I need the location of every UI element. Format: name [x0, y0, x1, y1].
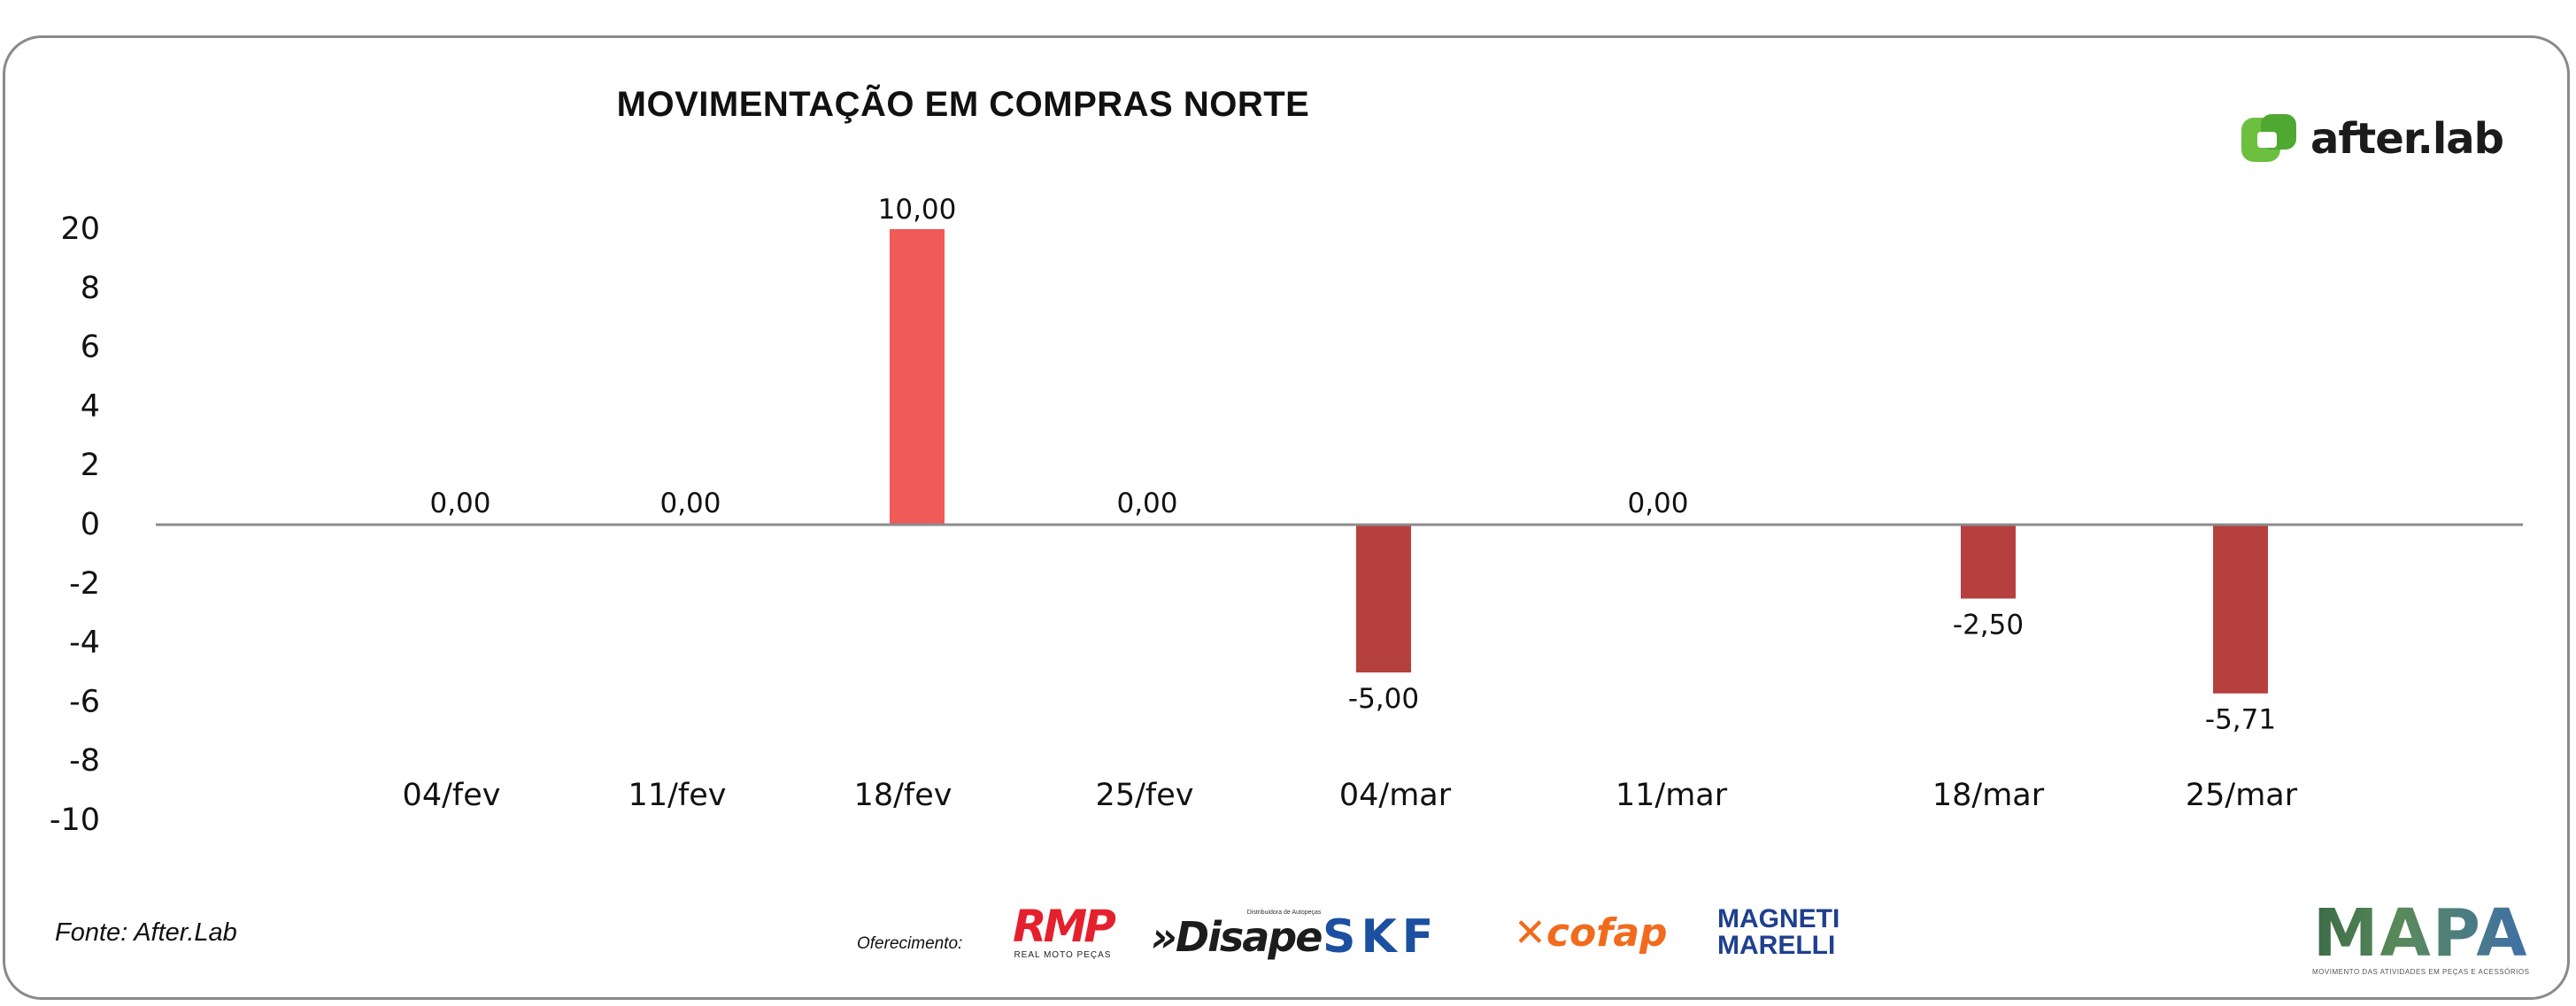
mapa-logo: MAPA MOVIMENTO DAS ATIVIDADES EM PEÇAS E…: [2312, 901, 2529, 976]
data-label: 0,00: [659, 488, 721, 519]
skf-logo-text: SKF: [1323, 910, 1439, 964]
sponsor-label: Oferecimento:: [857, 934, 963, 953]
bar-18-fev: [890, 229, 945, 525]
cofap-logo: ✕cofap: [1514, 911, 1668, 956]
y-tick-label: 6: [81, 330, 100, 365]
y-tick-label: 2: [81, 448, 100, 483]
disape-logo: Distribuidora de Autopeças »Disape: [1151, 910, 1323, 961]
data-label: 0,00: [1116, 488, 1177, 519]
mapa-tagline: MOVIMENTO DAS ATIVIDADES EM PEÇAS E ACES…: [2312, 968, 2530, 976]
skf-logo: SKF: [1323, 910, 1439, 964]
bar-18-mar: [1961, 525, 2016, 599]
cofap-name: cofap: [1546, 910, 1668, 956]
data-label: -2,50: [1953, 610, 2024, 641]
y-tick-label: 4: [81, 388, 100, 424]
y-tick-label: -8: [69, 743, 100, 779]
x-tick-label: 18/mar: [1932, 778, 2045, 813]
mapa-logo-text: MAPA: [2312, 895, 2529, 971]
disape-logo-text: »Disape: [1151, 913, 1323, 961]
rmp-logo-text: RMP: [1013, 901, 1116, 952]
x-tick-label: 04/mar: [1339, 778, 1452, 813]
afterlab-logo: after.lab: [2240, 108, 2504, 170]
data-label: 0,00: [429, 488, 490, 519]
y-tick-label: -2: [69, 566, 100, 602]
x-tick-label: 11/mar: [1616, 778, 1728, 813]
rmp-logo: RMP REAL MOTO PEÇAS: [1013, 901, 1116, 960]
y-tick-label: -6: [69, 684, 100, 719]
data-label: 0,00: [1627, 488, 1688, 519]
x-tick-label: 18/fev: [854, 778, 953, 813]
y-tick-label: -10: [50, 802, 100, 838]
data-label: -5,71: [2205, 704, 2276, 736]
chart-frame: [3, 35, 2570, 1000]
data-label: 10,00: [878, 194, 957, 226]
data-label: -5,00: [1348, 683, 1419, 715]
disape-name: Disape: [1175, 913, 1323, 961]
source-note: Fonte: After.Lab: [55, 918, 237, 947]
bar-25-mar: [2213, 525, 2268, 694]
y-tick-label: -4: [69, 626, 100, 661]
x-tick-label: 25/fev: [1096, 778, 1194, 813]
rmp-tagline: REAL MOTO PEÇAS: [1014, 950, 1112, 960]
x-tick-label: 04/fev: [403, 778, 501, 813]
afterlab-logo-icon: [2241, 114, 2296, 162]
y-tick-label: 8: [81, 271, 100, 306]
chart-title-text: MOVIMENTAÇÃO EM COMPRAS NORTE: [616, 85, 1310, 124]
afterlab-logo-text: after.lab: [2310, 114, 2504, 164]
magneti-marelli-logo-text: MAGNETI MARELLI: [1717, 904, 1840, 960]
cofap-x-icon: ✕: [1514, 910, 1546, 956]
magneti-marelli-logo: MAGNETI MARELLI: [1717, 904, 1840, 960]
x-tick-label: 11/fev: [629, 778, 727, 813]
y-tick-label: 0: [81, 507, 100, 542]
chart-title: MOVIMENTAÇÃO EM COMPRAS NORTE: [0, 85, 2576, 125]
cofap-logo-text: ✕cofap: [1514, 911, 1668, 956]
y-tick-label: 20: [60, 211, 100, 247]
disape-tagline: Distribuidora de Autopeças: [1246, 910, 1322, 916]
bar-04-mar: [1356, 525, 1411, 672]
x-tick-label: 25/mar: [2186, 778, 2298, 813]
